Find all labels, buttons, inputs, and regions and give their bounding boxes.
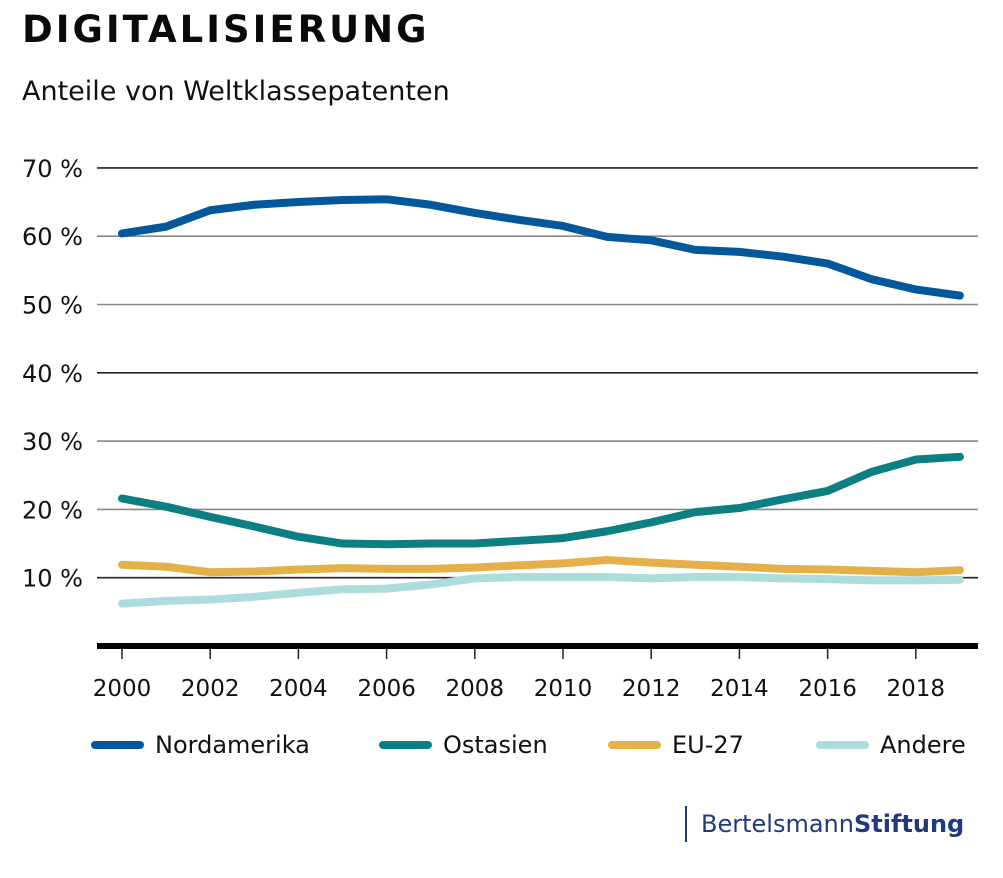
y-tick-label: 60 % (22, 223, 83, 251)
series-line-ostasien (118, 452, 964, 549)
logo-bold: Stiftung (853, 810, 965, 838)
y-tick-label: 50 % (22, 292, 83, 320)
legend: Nordamerika Ostasien EU-27 Andere (91, 731, 966, 759)
chart-subtitle: Anteile von Weltklassepatenten (22, 76, 450, 107)
gridlines (97, 167, 978, 579)
y-tick-label: 70 % (22, 155, 83, 183)
x-tick-label: 2000 (93, 676, 152, 702)
x-tick-label: 2018 (887, 676, 946, 702)
y-tick-label: 40 % (22, 360, 83, 388)
legend-item: EU-27 (608, 731, 744, 759)
series-line-nordamerika (118, 195, 964, 300)
bertelsmann-stiftung-logo: BertelsmannStiftung (685, 806, 964, 842)
y-tick-label: 10 % (22, 565, 83, 593)
legend-item: Nordamerika (91, 731, 310, 759)
x-axis: 2000 2002 2004 2006 2008 2010 2012 2014 2016 2018 (93, 643, 978, 702)
legend-item: Andere (816, 731, 966, 759)
legend-label: Ostasien (443, 731, 548, 759)
x-tick-label: 2014 (710, 676, 769, 702)
x-tick-label: 2002 (181, 676, 240, 702)
x-tick-label: 2008 (446, 676, 505, 702)
chart-title: DIGITALISIERUNG (22, 8, 430, 51)
series-line-eu-27 (118, 555, 964, 577)
legend-label: Nordamerika (155, 731, 310, 759)
y-tick-label: 30 % (22, 428, 83, 456)
legend-label: Andere (880, 731, 966, 759)
x-tick-label: 2010 (534, 676, 593, 702)
logo-text: BertelsmannStiftung (701, 810, 964, 838)
x-tick-label: 2006 (357, 676, 416, 702)
logo-regular: Bertelsmann (701, 810, 854, 838)
x-tick-label: 2016 (798, 676, 857, 702)
y-tick-label: 20 % (22, 496, 83, 524)
legend-item: Ostasien (379, 731, 548, 759)
series-lines (118, 195, 964, 608)
x-tick-label: 2012 (622, 676, 681, 702)
legend-label: EU-27 (672, 731, 744, 759)
series-line-andere (118, 573, 964, 608)
x-tick-label: 2004 (269, 676, 328, 702)
y-axis-labels: 10 % 20 % 30 % 40 % 50 % 60 % 70 % (22, 155, 83, 593)
logo-divider (685, 806, 687, 842)
